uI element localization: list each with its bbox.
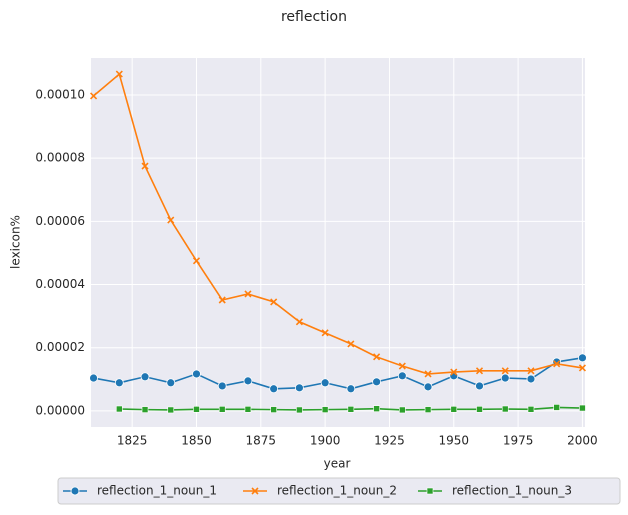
point xyxy=(476,406,483,413)
point xyxy=(527,406,535,413)
point xyxy=(218,296,226,304)
x-tick-label: 1900 xyxy=(310,434,341,448)
point xyxy=(295,383,304,393)
point xyxy=(140,372,150,382)
point xyxy=(114,378,124,388)
point xyxy=(321,406,329,413)
point xyxy=(347,340,355,348)
point xyxy=(450,368,458,376)
legend-marker xyxy=(70,486,80,496)
y-tick-label: 0.00006 xyxy=(35,214,85,228)
chart-title: reflection xyxy=(281,9,347,25)
point xyxy=(527,367,535,375)
point xyxy=(296,406,303,414)
point xyxy=(116,405,123,413)
point xyxy=(501,405,509,413)
point xyxy=(89,373,98,383)
point xyxy=(397,371,407,381)
line xyxy=(93,72,583,375)
point xyxy=(347,406,355,413)
line xyxy=(93,357,583,390)
point xyxy=(141,406,149,413)
point xyxy=(372,377,381,387)
point xyxy=(193,406,200,413)
point xyxy=(217,381,227,391)
point xyxy=(578,353,587,363)
point xyxy=(500,373,510,383)
plot-area xyxy=(91,58,585,427)
point xyxy=(475,381,484,391)
x-axis-label: year xyxy=(324,457,351,471)
x-tick-label: 2000 xyxy=(567,434,598,448)
y-tick-label: 0.00000 xyxy=(35,403,85,417)
point xyxy=(320,378,330,388)
point xyxy=(423,382,433,392)
x-tick-label: 1825 xyxy=(117,434,148,448)
point xyxy=(321,329,329,337)
point xyxy=(450,406,458,413)
point xyxy=(244,406,252,413)
point xyxy=(553,404,560,411)
point xyxy=(243,376,253,386)
point xyxy=(424,370,432,378)
legend-label: reflection_1_noun_1 xyxy=(97,484,217,498)
legend-label: reflection_1_noun_2 xyxy=(277,484,397,498)
point xyxy=(270,298,278,306)
point xyxy=(475,367,484,375)
point xyxy=(553,360,561,368)
point xyxy=(167,406,175,414)
point xyxy=(398,362,406,370)
legend-marker xyxy=(251,487,259,495)
y-tick-label: 0.00008 xyxy=(35,151,85,165)
point xyxy=(244,290,252,298)
y-tick-label: 0.00010 xyxy=(35,87,85,101)
point xyxy=(166,378,176,388)
x-tick-label: 1850 xyxy=(181,434,212,448)
x-tick-label: 1875 xyxy=(246,434,277,448)
x-tick-label: 1925 xyxy=(374,434,405,448)
x-tick-label: 1975 xyxy=(503,434,534,448)
point xyxy=(141,162,149,170)
point xyxy=(218,406,226,413)
point xyxy=(346,384,356,394)
point xyxy=(90,92,98,100)
legend-label: reflection_1_noun_3 xyxy=(452,484,572,498)
x-tick-label: 1950 xyxy=(439,434,470,448)
point xyxy=(526,374,536,384)
point xyxy=(192,369,201,379)
point xyxy=(269,384,279,394)
point xyxy=(578,364,586,372)
y-tick-label: 0.00004 xyxy=(35,277,85,291)
point xyxy=(167,216,175,224)
point xyxy=(501,367,509,375)
point xyxy=(295,318,303,326)
y-tick-label: 0.00002 xyxy=(35,340,85,354)
point xyxy=(115,70,123,78)
point xyxy=(373,353,381,361)
legend-marker xyxy=(426,487,434,495)
point xyxy=(270,406,277,413)
plot xyxy=(89,58,587,427)
legend-box xyxy=(57,477,621,505)
point xyxy=(373,405,380,412)
point xyxy=(579,404,586,412)
y-axis-label: lexicon% xyxy=(9,215,23,269)
point xyxy=(399,406,406,414)
point xyxy=(192,257,201,265)
point xyxy=(424,406,432,413)
